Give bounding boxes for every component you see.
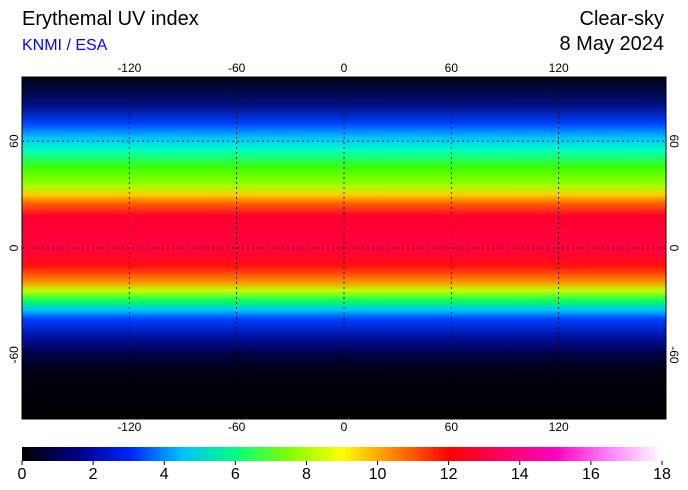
colorbar-tick-label: 10 (369, 466, 387, 483)
title: Erythemal UV index (22, 8, 199, 30)
colorbar-tick-label: 18 (653, 466, 671, 483)
colorbar-tick-label: 12 (440, 466, 458, 483)
colorbar-tick-label: 4 (160, 466, 169, 483)
colorbar (22, 447, 662, 461)
lat-tick-label-left: 60 (7, 134, 21, 148)
condition: Clear-sky (580, 8, 664, 30)
colorbar-tick-label: 6 (231, 466, 240, 483)
lat-tick-label-right: 60 (667, 134, 681, 148)
lon-tick-label-top: -120 (117, 61, 141, 75)
lon-tick-label-top: 0 (341, 61, 348, 75)
lat-tick-label-left: -60 (7, 346, 21, 364)
lat-tick-label-right: -60 (667, 346, 681, 364)
colorbar-tick-label: 14 (511, 466, 529, 483)
lon-tick-label-bottom: 60 (445, 420, 459, 434)
lon-tick-label-top: 60 (445, 61, 459, 75)
colorbar-tick-label: 8 (302, 466, 311, 483)
date: 8 May 2024 (559, 33, 664, 55)
lon-tick-label-bottom: 120 (549, 420, 569, 434)
lon-tick-label-bottom: 0 (341, 420, 348, 434)
lon-tick-label-bottom: -120 (117, 420, 141, 434)
lat-tick-label-right: 0 (667, 245, 681, 252)
source: KNMI / ESA (22, 37, 108, 54)
colorbar-tick-label: 16 (582, 466, 600, 483)
colorbar-tick-label: 0 (18, 466, 27, 483)
lon-tick-label-bottom: -60 (228, 420, 246, 434)
lon-tick-label-top: -60 (228, 61, 246, 75)
lon-tick-label-top: 120 (549, 61, 569, 75)
colorbar-tick-label: 2 (89, 466, 98, 483)
lat-tick-label-left: 0 (7, 244, 21, 251)
